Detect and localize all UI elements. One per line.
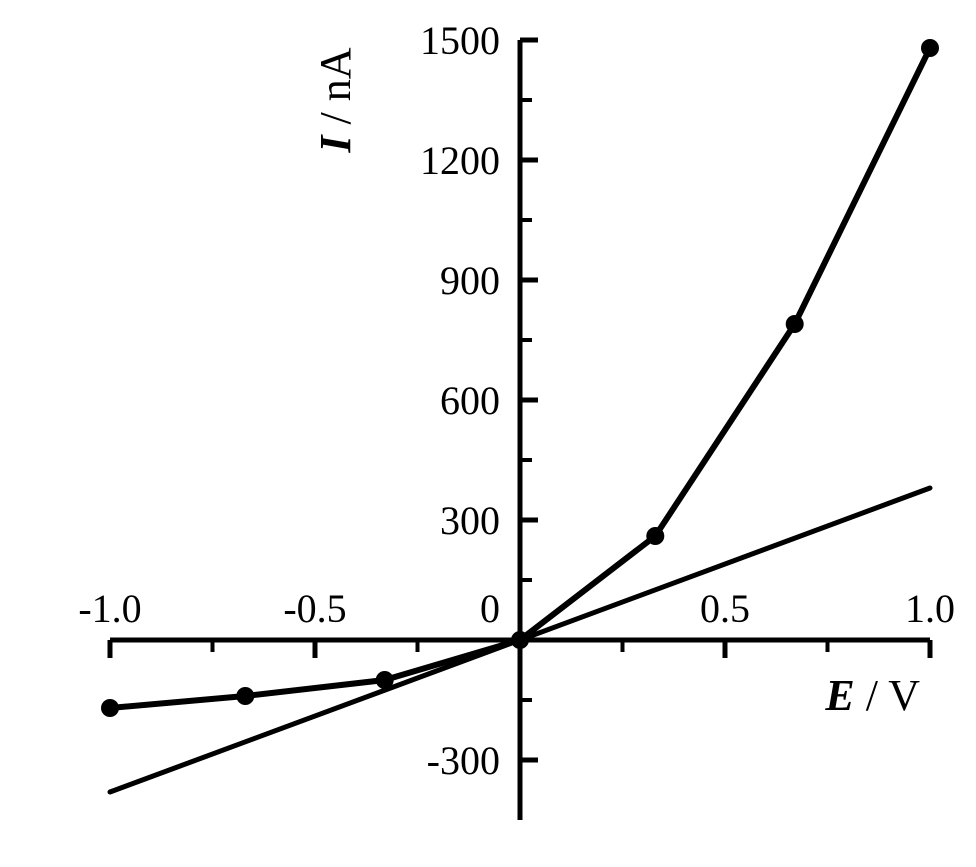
curve-series-marker	[236, 687, 254, 705]
curve-series-marker	[101, 699, 119, 717]
iv-chart: -1.0 -0.5 0 0.5 1.0 -300 300 600 900 1200 1500 I / …	[0, 0, 976, 867]
y-tick-label: 900	[440, 258, 500, 303]
x-tick-label: 1.0	[905, 586, 955, 631]
y-tick-label: 1500	[420, 18, 500, 63]
x-tick-label: -0.5	[283, 586, 346, 631]
y-tick-label: -300	[427, 738, 500, 783]
y-tick-label: 1200	[420, 138, 500, 183]
y-tick-label: 600	[440, 378, 500, 423]
chart-svg: -1.0 -0.5 0 0.5 1.0 -300 300 600 900 1200 1500 I / …	[0, 0, 976, 867]
y-axis-label: I / nA	[311, 47, 360, 153]
curve-series-marker	[646, 527, 664, 545]
x-tick-label: -1.0	[78, 586, 141, 631]
curve-series-marker	[921, 39, 939, 57]
curve-series-marker	[786, 315, 804, 333]
chart-background	[0, 0, 976, 867]
x-tick-label: 0.5	[700, 586, 750, 631]
curve-series-marker	[511, 631, 529, 649]
x-axis-label: E / V	[824, 671, 920, 720]
curve-series-marker	[376, 671, 394, 689]
y-tick-label: 300	[440, 498, 500, 543]
origin-label: 0	[480, 586, 500, 631]
